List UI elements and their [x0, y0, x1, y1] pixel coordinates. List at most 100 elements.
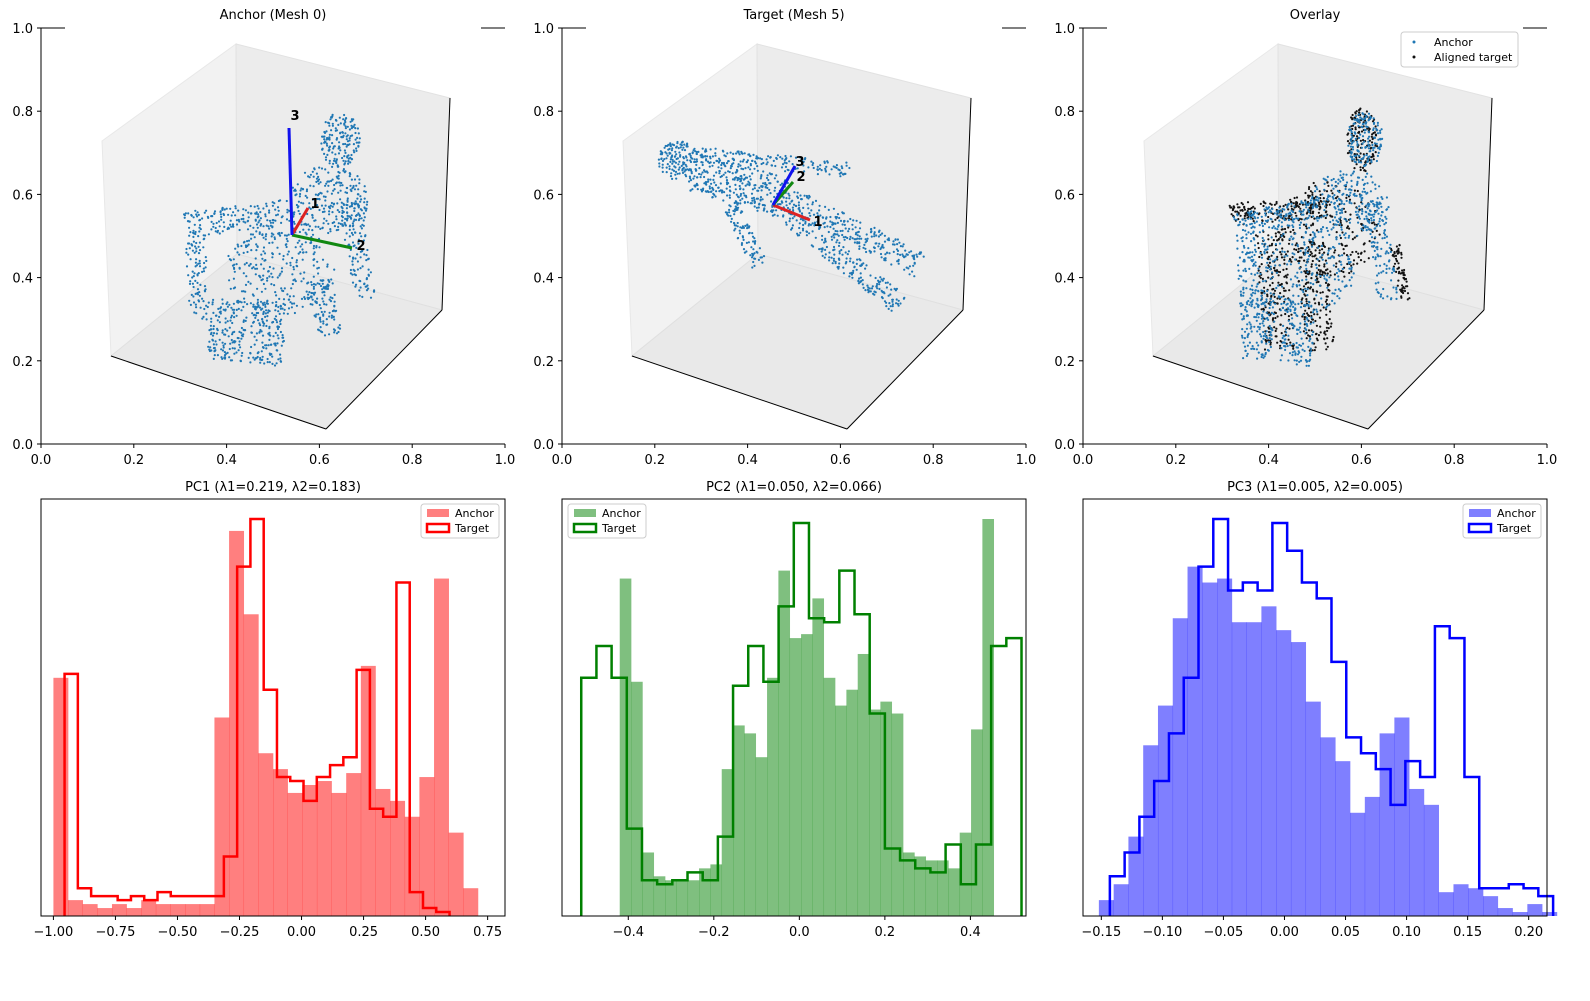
anchor-point — [1241, 328, 1244, 331]
aligned-target-point — [1318, 249, 1321, 252]
anchor-point — [1289, 308, 1292, 311]
aligned-target-point — [1295, 201, 1298, 204]
anchor-point — [339, 132, 342, 135]
anchor-point — [1372, 215, 1375, 218]
anchor-point — [238, 266, 241, 269]
anchor-point — [262, 246, 266, 249]
anchor-point — [1292, 305, 1295, 308]
target-point — [675, 153, 678, 156]
anchor-point — [359, 195, 362, 198]
anchor-point — [221, 298, 224, 301]
aligned-target-point — [1291, 344, 1294, 347]
aligned-target-point — [1342, 270, 1345, 274]
target-point — [728, 196, 732, 199]
target-point — [773, 189, 776, 192]
anchor-point — [357, 132, 360, 135]
aligned-target-point — [1298, 259, 1301, 263]
anchor-point — [1380, 128, 1383, 131]
anchor-point — [338, 327, 342, 330]
anchor-point — [274, 344, 277, 347]
anchor-point — [1312, 283, 1315, 286]
anchor-point — [1235, 218, 1238, 221]
anchor-point — [1381, 219, 1385, 222]
anchor-point — [354, 257, 357, 260]
target-point — [739, 175, 742, 178]
target-point — [774, 164, 777, 168]
x-tick-label: 0.6 — [830, 453, 851, 468]
anchor-point — [1252, 264, 1255, 267]
target-point — [749, 164, 753, 167]
target-point — [715, 159, 718, 162]
aligned-target-point — [1326, 337, 1329, 340]
anchor-point — [337, 170, 340, 174]
anchor-point — [321, 288, 324, 291]
anchor-point — [1337, 288, 1340, 291]
anchor-point — [216, 354, 219, 357]
anchor-point — [348, 172, 351, 175]
anchor-point — [1372, 244, 1376, 248]
anchor-point — [310, 281, 313, 284]
anchor-point — [337, 174, 340, 177]
anchor-point — [263, 259, 266, 262]
anchor-point — [1255, 285, 1258, 288]
target-point — [669, 145, 672, 148]
anchor-point — [229, 207, 232, 210]
aligned-target-point — [1398, 243, 1401, 247]
anchor-point — [309, 207, 312, 210]
anchor-point — [1258, 328, 1261, 331]
y-tick-label: 0.8 — [1054, 105, 1075, 120]
anchor-point — [240, 244, 243, 248]
aligned-target-point — [1295, 214, 1298, 217]
anchor-point — [197, 300, 201, 303]
anchor-point — [1274, 243, 1277, 246]
anchor-point — [196, 293, 200, 296]
anchor-point — [197, 245, 200, 248]
anchor-point — [338, 324, 341, 327]
target-point — [657, 158, 661, 161]
target-point — [675, 157, 678, 161]
anchor-point — [333, 268, 336, 271]
anchor-point — [259, 324, 262, 327]
anchor-point — [255, 339, 258, 342]
anchor-point — [350, 158, 354, 161]
anchor-point — [349, 120, 352, 123]
anchor-point — [1252, 212, 1255, 215]
anchor-point — [238, 340, 241, 343]
aligned-target-point — [1318, 190, 1321, 193]
target-point — [827, 208, 830, 211]
anchor-point — [228, 303, 231, 306]
anchor-point — [1282, 302, 1285, 305]
target-point — [791, 163, 794, 166]
anchor-point — [272, 221, 275, 224]
anchor-point — [1244, 308, 1247, 311]
aligned-target-point — [1345, 196, 1348, 199]
target-point — [682, 157, 686, 160]
anchor-point — [212, 332, 216, 335]
target-point — [834, 166, 837, 169]
aligned-target-point — [1307, 196, 1310, 199]
target-point — [722, 150, 725, 153]
anchor-point — [1333, 292, 1336, 295]
aligned-target-point — [1334, 197, 1338, 200]
aligned-target-point — [1348, 142, 1351, 145]
anchor-point — [1270, 301, 1273, 304]
anchor-point — [1351, 148, 1355, 151]
anchor-point — [1310, 305, 1313, 308]
target-point — [674, 150, 677, 153]
anchor-point — [224, 342, 227, 345]
target-point — [706, 171, 709, 174]
anchor-point — [254, 257, 257, 260]
target-point — [829, 220, 832, 223]
anchor-point — [1384, 252, 1387, 255]
anchor-point — [1329, 220, 1332, 224]
anchor-point — [344, 224, 347, 227]
anchor-point — [350, 189, 353, 193]
overlay-point-cloud — [1228, 107, 1411, 367]
aligned-target-point — [1273, 266, 1276, 269]
anchor-point — [1364, 163, 1368, 166]
anchor-point — [261, 233, 264, 237]
anchor-point — [322, 320, 325, 323]
anchor-point — [312, 285, 315, 288]
aligned-target-point — [1310, 252, 1313, 255]
target-point — [756, 157, 759, 160]
